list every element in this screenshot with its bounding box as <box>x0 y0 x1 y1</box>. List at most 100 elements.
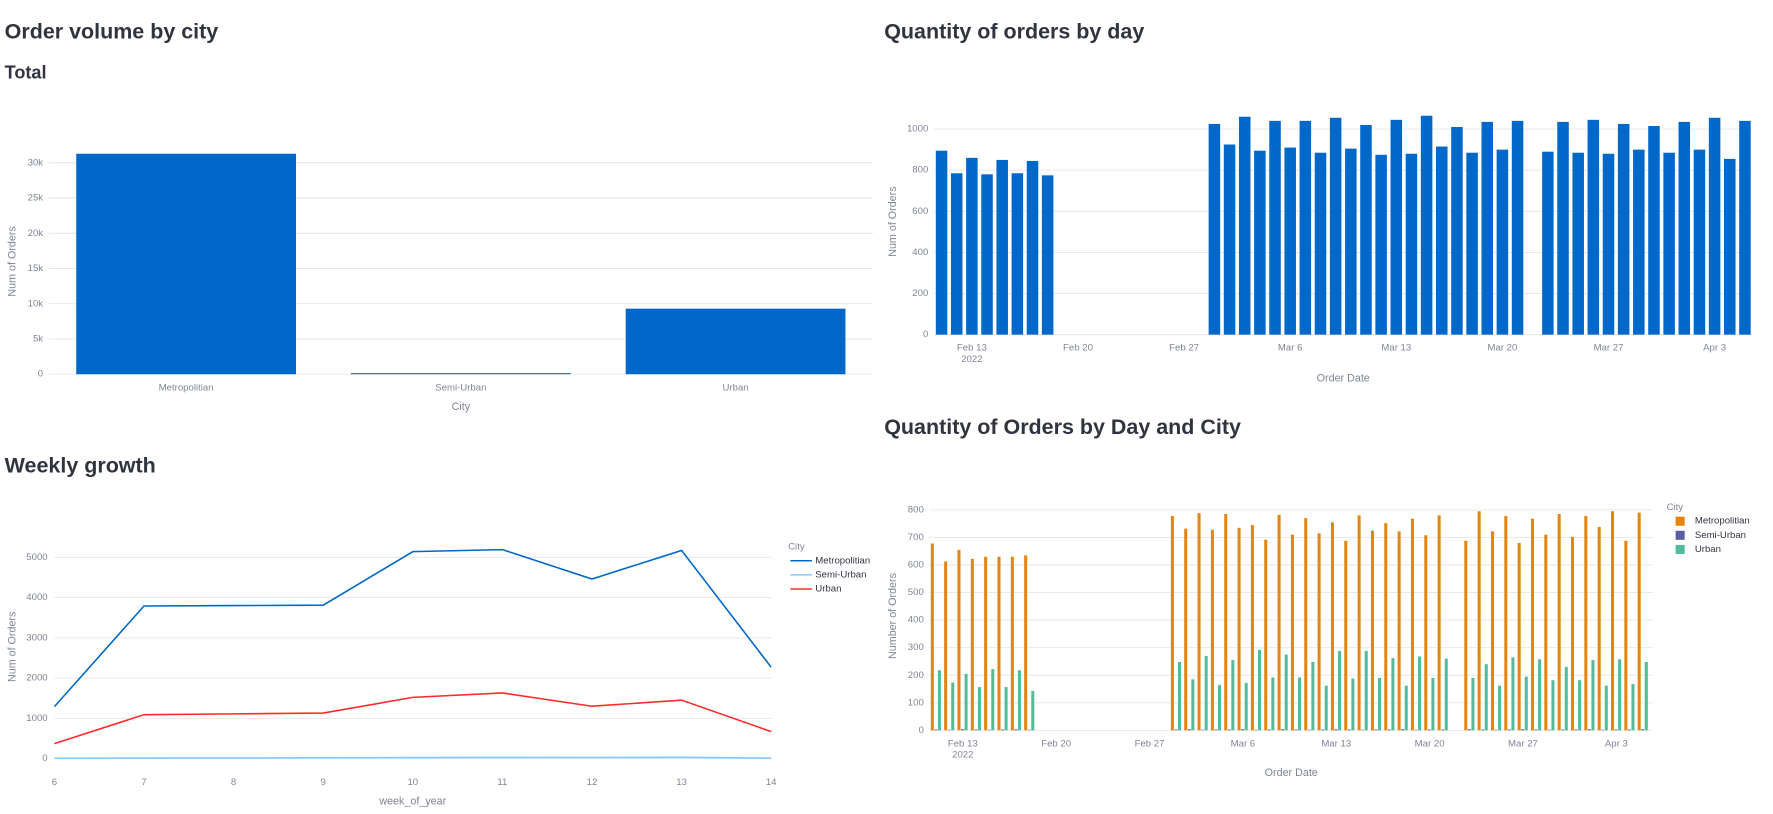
bar <box>1208 123 1221 335</box>
bar <box>935 150 948 335</box>
bar <box>1004 687 1008 731</box>
y-tick-label: 300 <box>908 642 924 653</box>
bar <box>1547 729 1551 731</box>
bar <box>1026 160 1039 335</box>
heading: Quantity of Orders by Day and City <box>884 415 1241 439</box>
bar <box>1345 148 1357 335</box>
bar <box>1387 729 1391 731</box>
bar <box>1017 670 1021 731</box>
bar <box>1334 729 1338 731</box>
bar <box>1250 525 1254 731</box>
bar <box>1014 729 1018 731</box>
bar <box>1223 144 1236 335</box>
bar <box>1184 528 1188 731</box>
y-tick-label: 100 <box>908 697 924 708</box>
bar <box>1011 173 1024 335</box>
bar <box>1187 729 1191 731</box>
y-tick-label: 800 <box>908 504 924 515</box>
x-tick-label: 8 <box>231 777 236 788</box>
bar <box>1237 527 1241 731</box>
bar <box>1498 685 1502 731</box>
x-axis-title: City <box>452 401 471 413</box>
bar <box>1244 682 1248 731</box>
bar <box>1364 650 1368 731</box>
bar <box>1437 515 1441 731</box>
bar <box>1174 729 1178 731</box>
x-tick-label: Semi-Urban <box>435 382 486 393</box>
bar <box>964 673 968 731</box>
y-axis-title: Num of Orders <box>6 226 18 296</box>
heading: Order volume by city <box>5 19 219 43</box>
bar <box>1384 523 1388 731</box>
bar <box>944 561 948 731</box>
bar <box>1290 534 1294 731</box>
y-tick-label: 30k <box>28 157 44 168</box>
bar <box>1617 123 1630 335</box>
bar <box>1170 515 1174 731</box>
bar <box>970 558 974 731</box>
bar <box>350 373 571 375</box>
bar <box>1238 116 1251 335</box>
x-tick-label: Mar 13 <box>1381 343 1411 354</box>
bar <box>1284 654 1288 731</box>
bar <box>1351 678 1355 731</box>
y-axis-title: Number of Orders <box>887 573 899 659</box>
bar <box>1414 729 1418 731</box>
bar <box>1424 535 1428 731</box>
bar <box>1534 729 1538 731</box>
bar <box>1471 677 1475 731</box>
bar <box>997 556 1001 731</box>
bar <box>1317 533 1321 731</box>
legend-title: City <box>788 542 805 553</box>
bar <box>1481 121 1494 335</box>
x-tick-label: Feb 27 <box>1135 738 1165 749</box>
legend-label: Semi-Urban <box>815 569 866 580</box>
bar <box>1361 729 1365 731</box>
bar <box>1739 120 1751 335</box>
heading: Quantity of orders by day <box>884 19 1144 43</box>
y-tick-label: 0 <box>38 369 43 380</box>
x-tick-label: Feb 13 <box>948 738 978 749</box>
x-tick-label: 14 <box>766 777 777 788</box>
x-tick-label: 10 <box>407 777 418 788</box>
y-axis-title: Num of Orders <box>887 186 899 256</box>
y-axis-title: Num of Orders <box>6 612 18 682</box>
y-tick-label: 400 <box>912 247 928 258</box>
bar <box>1564 666 1568 731</box>
bar <box>1530 518 1535 731</box>
x-tick-label: Feb 27 <box>1169 343 1199 354</box>
bar <box>1347 729 1351 731</box>
bar <box>937 670 941 731</box>
bar <box>1451 127 1463 335</box>
bar <box>1542 151 1554 335</box>
bar <box>1231 660 1235 731</box>
bar <box>991 669 995 731</box>
bar <box>1307 729 1311 731</box>
bar <box>1601 729 1605 731</box>
x-tick-label: Mar 27 <box>1594 343 1624 354</box>
bar <box>1329 117 1342 335</box>
bar <box>1570 536 1575 731</box>
bar <box>1374 729 1378 731</box>
bar <box>947 729 951 731</box>
x-tick-label: Urban <box>723 382 749 393</box>
bar <box>977 687 981 731</box>
bar <box>1641 729 1645 731</box>
bar <box>1404 685 1408 731</box>
bar <box>974 729 978 731</box>
x-tick-label: 6 <box>52 777 57 788</box>
bar <box>1418 656 1422 731</box>
line <box>54 756 772 760</box>
bar <box>1663 152 1675 335</box>
y-tick-label: 0 <box>918 725 923 736</box>
bar <box>1281 729 1285 731</box>
x-tick-label: Apr 3 <box>1703 343 1726 354</box>
y-tick-label: 5000 <box>26 552 47 563</box>
bar <box>1644 662 1648 731</box>
bar <box>76 153 297 375</box>
bar <box>1574 729 1578 731</box>
bar <box>1551 680 1555 731</box>
bar <box>1041 175 1054 335</box>
bar <box>1544 534 1548 731</box>
x-tick-label: Apr 3 <box>1605 738 1628 749</box>
